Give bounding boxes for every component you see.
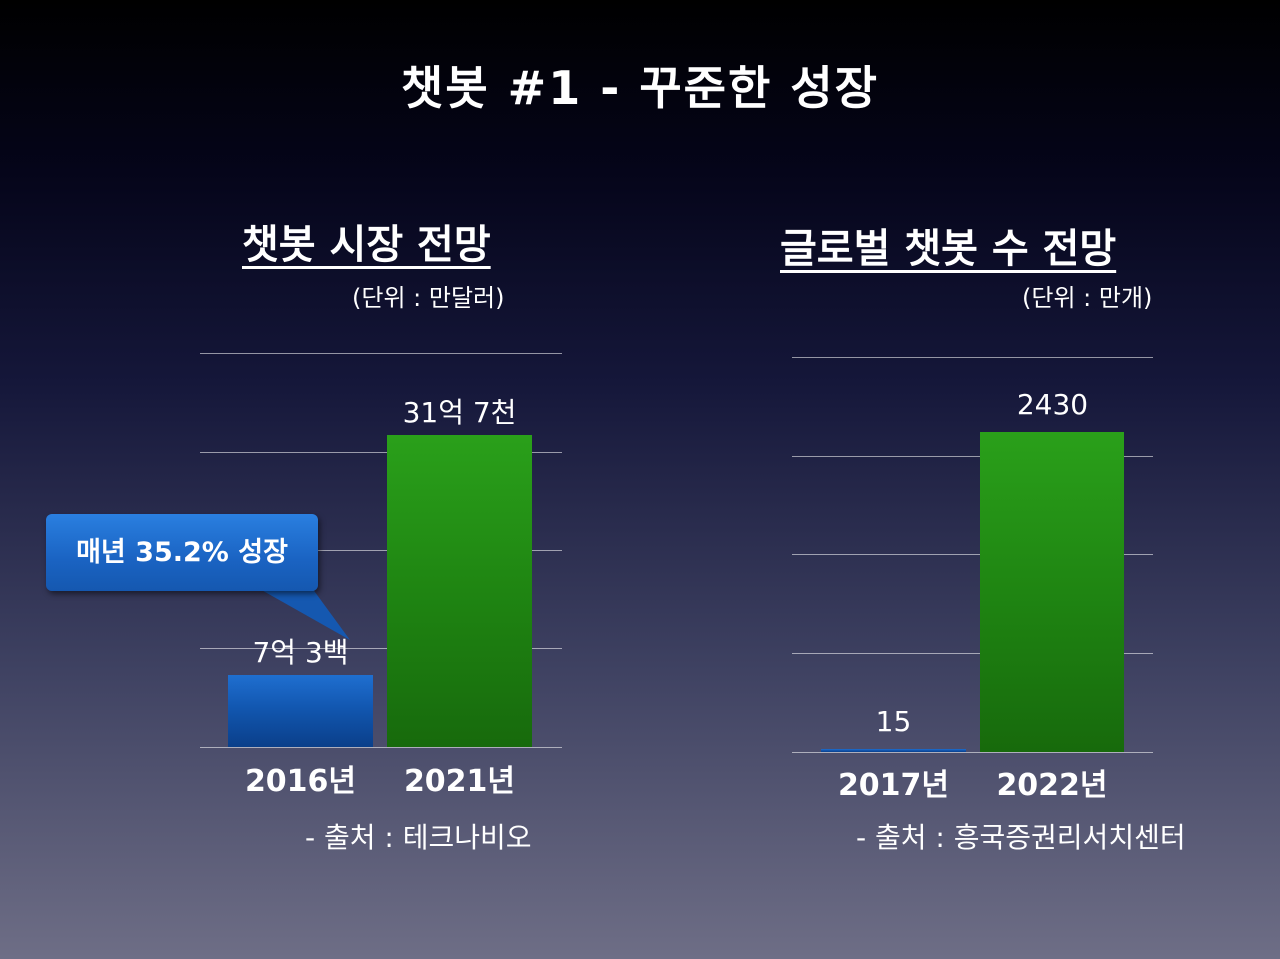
gridline [200,550,562,551]
category-2017: 2017년 [837,768,950,803]
bar-2017 [821,749,966,752]
market-chart-unit: (단위 : 만달러) [352,284,505,312]
gridline [792,456,1153,457]
growth-callout: 매년 35.2% 성장 [46,514,318,591]
market-chart-source: - 출처 : 테크나비오 [305,821,532,854]
gridline [200,648,562,649]
gridline [792,357,1153,358]
count-chart-source: - 출처 : 흥국증권리서치센터 [856,821,1186,854]
baseline [200,747,562,748]
slide-title: 챗봇 #1 - 꾸준한 성장 [401,61,879,115]
callout-tail [258,588,350,640]
category-2016: 2016년 [244,764,357,799]
gridline [200,353,562,354]
market-chart-title: 챗봇 시장 전망 [242,222,491,268]
count-chart-title: 글로벌 챗봇 수 전망 [780,226,1117,272]
gridline [200,452,562,453]
gridline [792,653,1153,654]
bar-2022 [980,432,1124,752]
bar-2016 [228,675,373,747]
count-chart-unit: (단위 : 만개) [1022,284,1153,312]
baseline [792,752,1153,753]
category-2022: 2022년 [996,768,1108,803]
gridline [792,554,1153,555]
bar-2022-value: 2430 [1016,388,1089,422]
category-2021: 2021년 [403,764,516,799]
bar-2017-value: 15 [875,705,912,738]
bar-2016-value: 7억 3백 [252,636,349,670]
bar-2021-value: 31억 7천 [402,395,517,429]
bar-2021 [387,434,532,747]
